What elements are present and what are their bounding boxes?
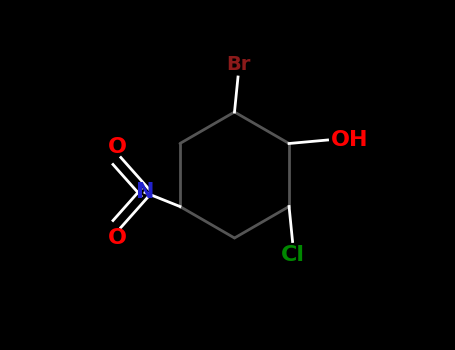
Text: O: O (107, 138, 126, 158)
Text: N: N (136, 182, 154, 203)
Text: OH: OH (331, 130, 369, 150)
Text: Cl: Cl (281, 245, 304, 265)
Text: O: O (107, 228, 126, 247)
Text: Br: Br (226, 55, 250, 74)
